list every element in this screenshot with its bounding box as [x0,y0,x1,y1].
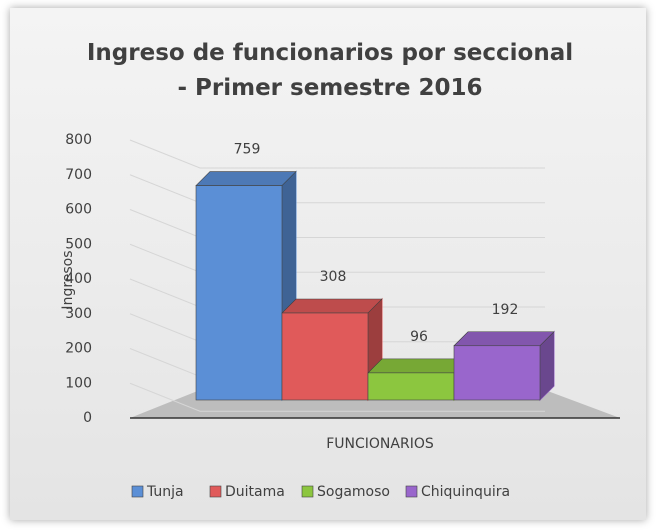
data-label: 96 [410,329,428,345]
data-label: 308 [320,269,347,285]
bar [367,372,455,401]
chart-title: Ingreso de funcionarios por seccional - … [86,40,574,101]
legend-swatch [301,485,314,498]
legend-label: Duitama [225,484,285,500]
legend-swatch [405,485,418,498]
y-tick-label: 800 [65,132,92,148]
grid-line [129,209,545,238]
y-tick-label: 0 [83,410,92,426]
bar-top-shade [196,171,296,186]
grid-line [129,139,545,169]
y-tick-label: 600 [65,202,92,218]
legend-label: Sogamoso [317,484,390,500]
y-axis-label: Ingresos [60,250,76,309]
x-tick-label: FUNCIONARIOS [326,436,434,452]
data-label: 192 [492,302,519,318]
bar-side-shade [540,331,554,400]
y-tick-label: 700 [65,167,92,183]
bar-top-shade [368,358,468,373]
chart-area [10,8,646,520]
legend-label: Tunja [146,484,184,500]
legend-swatch [131,485,144,498]
bar-top-shade [282,298,382,313]
bar [453,345,541,401]
y-tick-label: 200 [65,341,92,357]
y-tick-label: 300 [65,306,92,322]
legend-swatch [209,485,222,498]
bar-top-shade [454,331,554,346]
y-tick-label: 400 [65,271,92,287]
y-tick-label: 100 [65,375,92,391]
data-label: 759 [234,142,261,158]
grid-line [129,382,545,412]
bar [195,185,283,401]
grid-line [129,174,545,204]
legend-label: Chiquinquira [421,484,510,500]
y-tick-label: 500 [65,236,92,252]
bar [281,312,369,401]
